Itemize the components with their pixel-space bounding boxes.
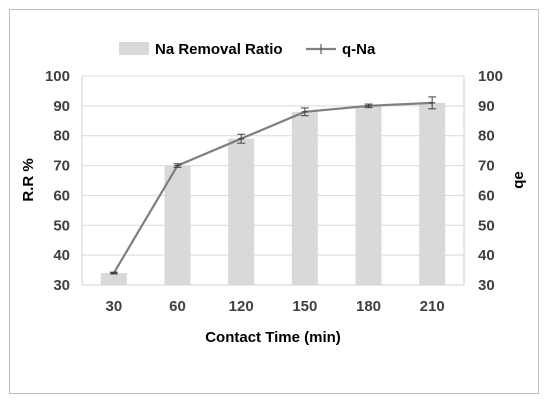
- gridlines: [82, 75, 464, 256]
- x-tick-label: 60: [169, 298, 186, 315]
- y-tick-label: 100: [45, 68, 70, 85]
- chart-frame: [9, 9, 539, 394]
- bar: [419, 102, 446, 285]
- bar: [355, 105, 382, 285]
- bar: [291, 111, 318, 285]
- bar: [228, 138, 255, 285]
- x-tick-label: 30: [105, 298, 122, 315]
- y2-axis-title: qe: [510, 171, 527, 189]
- tick-labels: 30 30 40 40 50 50 60 60 70 70 80 80 90 90 100 100 30 60 12…: [45, 68, 503, 315]
- y2-tick-label: 50: [478, 217, 495, 234]
- line-series: [109, 96, 437, 275]
- y-tick-label: 90: [53, 98, 70, 115]
- y-tick-label: 80: [53, 128, 70, 145]
- x-tick-label: 150: [292, 298, 317, 315]
- y-axis-title: R.R %: [20, 158, 37, 201]
- line-path: [112, 101, 433, 274]
- y-tick-label: 60: [53, 187, 70, 204]
- y2-tick-label: 90: [478, 98, 495, 115]
- x-tick-label: 120: [229, 298, 254, 315]
- bar-series: [100, 102, 446, 285]
- y2-tick-label: 60: [478, 187, 495, 204]
- y2-tick-label: 70: [478, 158, 495, 175]
- x-tick-label: 210: [420, 298, 445, 315]
- bar: [164, 165, 191, 285]
- legend: Na Removal Ratio q-Na: [119, 41, 376, 58]
- y-tick-label: 40: [53, 247, 70, 264]
- legend-line-label: q-Na: [342, 41, 376, 58]
- y-tick-label: 70: [53, 158, 70, 175]
- axes: [81, 76, 465, 286]
- y2-tick-label: 40: [478, 247, 495, 264]
- legend-bar-swatch: [119, 42, 149, 55]
- y-tick-label: 50: [53, 217, 70, 234]
- x-tick-label: 180: [356, 298, 381, 315]
- legend-bar-label: Na Removal Ratio: [155, 41, 283, 58]
- y2-tick-label: 100: [478, 68, 503, 85]
- y2-tick-label: 80: [478, 128, 495, 145]
- y-tick-label: 30: [53, 277, 70, 294]
- bar: [100, 273, 127, 285]
- x-axis-title: Contact Time (min): [205, 329, 341, 346]
- y2-tick-label: 30: [478, 277, 495, 294]
